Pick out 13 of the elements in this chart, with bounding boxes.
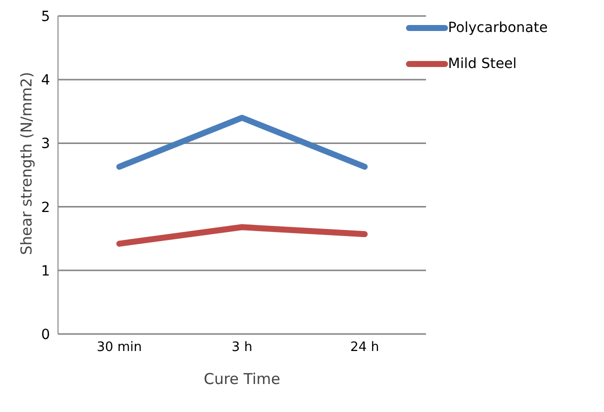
y-tick-label: 1 — [41, 263, 50, 280]
y-tick-label: 5 — [41, 8, 50, 25]
y-tick-label: 4 — [41, 72, 50, 89]
y-tick-label: 2 — [41, 200, 50, 216]
y-tick-label: 0 — [41, 326, 50, 343]
x-axis-title: Cure Time — [204, 370, 280, 388]
legend-label: Polycarbonate — [448, 20, 548, 36]
y-axis-title: Shear strength (N/mm2) — [17, 72, 36, 255]
x-tick-label: 30 min — [96, 340, 142, 356]
x-tick-label: 24 h — [350, 340, 380, 356]
x-tick-label: 3 h — [232, 340, 252, 356]
y-tick-label: 3 — [41, 136, 50, 152]
legend-label: Mild Steel — [448, 56, 517, 72]
